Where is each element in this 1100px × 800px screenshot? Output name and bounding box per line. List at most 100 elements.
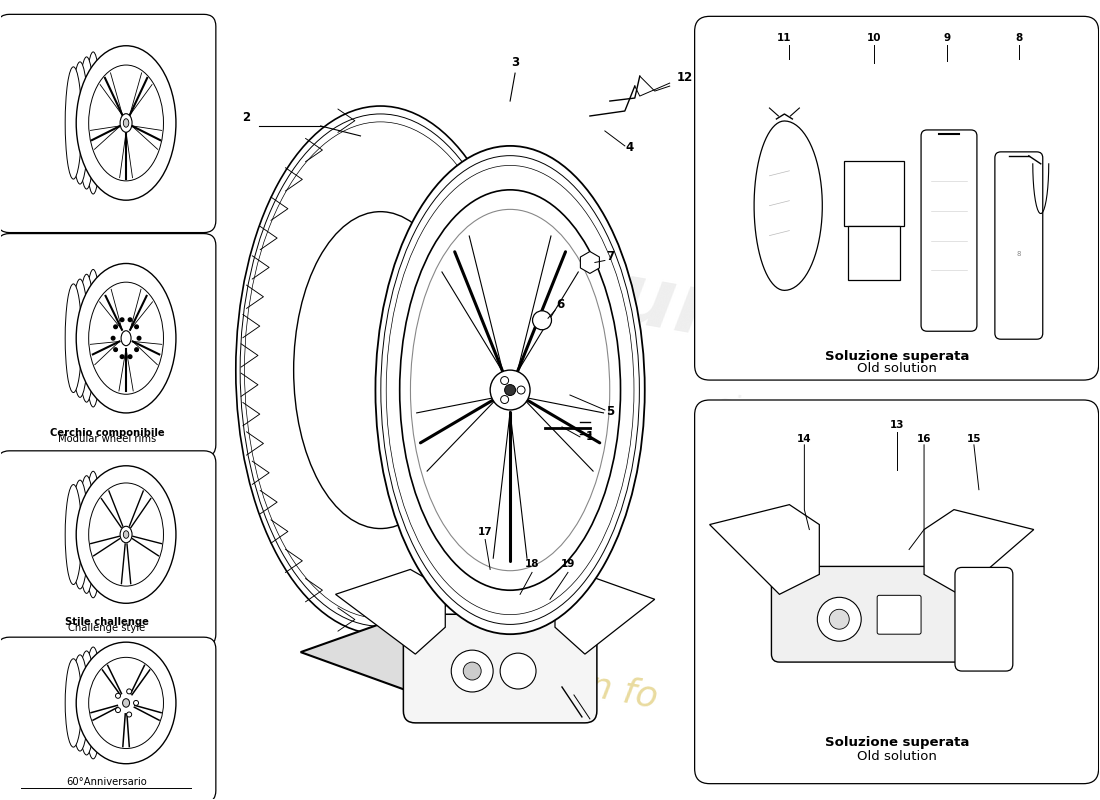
Ellipse shape bbox=[89, 483, 164, 586]
Ellipse shape bbox=[76, 642, 176, 764]
Text: 1: 1 bbox=[586, 430, 594, 443]
Text: 8: 8 bbox=[1016, 250, 1021, 257]
Ellipse shape bbox=[399, 190, 620, 590]
Text: 19: 19 bbox=[561, 559, 575, 570]
Circle shape bbox=[138, 337, 141, 340]
FancyBboxPatch shape bbox=[877, 595, 921, 634]
Ellipse shape bbox=[120, 526, 132, 542]
Ellipse shape bbox=[65, 485, 81, 585]
Ellipse shape bbox=[381, 156, 639, 625]
Text: 16: 16 bbox=[916, 434, 932, 444]
Ellipse shape bbox=[120, 114, 132, 132]
FancyBboxPatch shape bbox=[0, 14, 216, 233]
FancyBboxPatch shape bbox=[955, 567, 1013, 671]
Text: Challenge style: Challenge style bbox=[68, 623, 145, 633]
Text: 14: 14 bbox=[798, 434, 812, 444]
Ellipse shape bbox=[244, 122, 516, 618]
Text: 8: 8 bbox=[1015, 34, 1022, 43]
Circle shape bbox=[116, 707, 121, 713]
Polygon shape bbox=[300, 606, 481, 699]
Ellipse shape bbox=[78, 57, 95, 189]
Text: 10: 10 bbox=[867, 34, 881, 43]
Ellipse shape bbox=[89, 282, 164, 394]
Circle shape bbox=[120, 318, 124, 322]
FancyBboxPatch shape bbox=[694, 16, 1099, 380]
Text: Soluzione superata: Soluzione superata bbox=[825, 736, 969, 749]
FancyBboxPatch shape bbox=[845, 161, 904, 226]
Text: 15: 15 bbox=[967, 434, 981, 444]
Ellipse shape bbox=[65, 67, 81, 179]
Ellipse shape bbox=[386, 166, 634, 614]
Ellipse shape bbox=[85, 647, 101, 759]
Text: 9: 9 bbox=[944, 34, 950, 43]
Text: Modular wheel rims: Modular wheel rims bbox=[58, 434, 156, 444]
Ellipse shape bbox=[375, 146, 645, 634]
FancyBboxPatch shape bbox=[694, 400, 1099, 784]
Ellipse shape bbox=[76, 466, 176, 603]
FancyBboxPatch shape bbox=[404, 614, 597, 723]
FancyBboxPatch shape bbox=[994, 152, 1043, 339]
Circle shape bbox=[517, 386, 525, 394]
Text: Old solution: Old solution bbox=[857, 750, 937, 762]
Ellipse shape bbox=[72, 62, 88, 184]
Ellipse shape bbox=[78, 476, 95, 594]
Text: Old solution: Old solution bbox=[857, 362, 937, 375]
Text: 13: 13 bbox=[890, 420, 904, 430]
FancyBboxPatch shape bbox=[771, 566, 967, 662]
Text: since 1985: since 1985 bbox=[715, 391, 884, 449]
Text: Cerchio componibile: Cerchio componibile bbox=[50, 428, 164, 438]
Circle shape bbox=[829, 610, 849, 630]
Circle shape bbox=[111, 337, 114, 340]
Text: 4: 4 bbox=[626, 141, 634, 154]
Text: europes: europes bbox=[556, 247, 944, 393]
FancyBboxPatch shape bbox=[0, 234, 216, 457]
Circle shape bbox=[500, 377, 508, 385]
Circle shape bbox=[500, 395, 508, 403]
FancyBboxPatch shape bbox=[848, 226, 900, 281]
Circle shape bbox=[129, 318, 132, 322]
Ellipse shape bbox=[78, 274, 95, 402]
Ellipse shape bbox=[123, 530, 129, 538]
Text: 2: 2 bbox=[242, 111, 250, 124]
Ellipse shape bbox=[72, 655, 88, 751]
Text: 5: 5 bbox=[606, 405, 614, 418]
Ellipse shape bbox=[85, 270, 101, 407]
FancyBboxPatch shape bbox=[921, 130, 977, 331]
Circle shape bbox=[817, 598, 861, 641]
Text: Soluzione superata: Soluzione superata bbox=[825, 350, 969, 363]
Circle shape bbox=[451, 650, 493, 692]
Text: 18: 18 bbox=[525, 559, 539, 570]
Text: 6: 6 bbox=[556, 298, 564, 311]
Ellipse shape bbox=[123, 118, 129, 127]
Ellipse shape bbox=[65, 284, 81, 393]
Circle shape bbox=[126, 712, 132, 717]
Circle shape bbox=[126, 689, 132, 694]
Circle shape bbox=[116, 694, 121, 698]
Ellipse shape bbox=[122, 698, 130, 707]
Text: 12: 12 bbox=[676, 71, 693, 84]
Circle shape bbox=[532, 311, 551, 330]
Circle shape bbox=[491, 370, 530, 410]
Circle shape bbox=[500, 653, 536, 689]
Circle shape bbox=[135, 325, 139, 329]
Text: a passion fo: a passion fo bbox=[440, 643, 660, 714]
Text: 60°Anniversario: 60°Anniversario bbox=[67, 777, 147, 786]
Ellipse shape bbox=[89, 658, 164, 749]
Text: 7: 7 bbox=[606, 250, 614, 263]
FancyBboxPatch shape bbox=[0, 451, 216, 646]
Circle shape bbox=[113, 348, 118, 351]
Circle shape bbox=[120, 355, 124, 358]
Ellipse shape bbox=[85, 471, 101, 598]
Text: Stile challenge: Stile challenge bbox=[65, 618, 150, 627]
Circle shape bbox=[113, 325, 118, 329]
Ellipse shape bbox=[78, 651, 95, 755]
Ellipse shape bbox=[121, 330, 131, 346]
Text: 11: 11 bbox=[778, 34, 792, 43]
Ellipse shape bbox=[240, 114, 520, 626]
Ellipse shape bbox=[72, 279, 88, 398]
Ellipse shape bbox=[65, 658, 81, 747]
Ellipse shape bbox=[89, 65, 164, 181]
Circle shape bbox=[135, 348, 139, 351]
Ellipse shape bbox=[76, 46, 176, 200]
FancyBboxPatch shape bbox=[0, 637, 216, 800]
